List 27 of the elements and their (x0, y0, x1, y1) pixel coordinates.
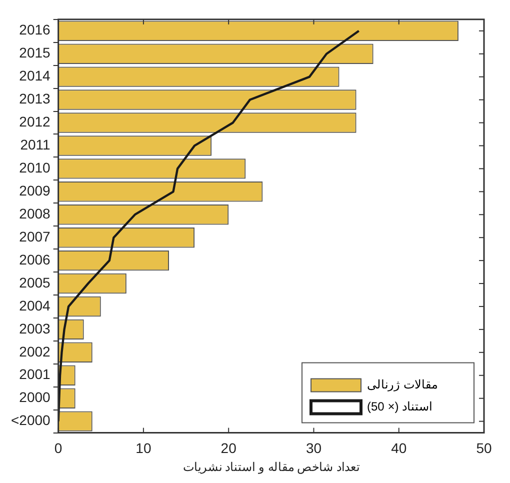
x-tick-label: 40 (391, 440, 407, 456)
y-tick-label: 2009 (19, 182, 51, 199)
y-tick-label: 2000 (19, 389, 51, 406)
y-tick-label: 2016 (19, 22, 51, 38)
legend-label: استناد (× 50) (366, 400, 459, 414)
x-axis-title: تعداد شاخص مقاله و استناد نشریات (182, 460, 360, 474)
x-tick-label: 20 (220, 440, 237, 456)
y-tick-label: 2007 (19, 228, 51, 244)
y-tick-label: 2011 (20, 136, 51, 153)
y-tick-label: 2015 (19, 44, 51, 61)
x-tick-label: 30 (306, 440, 322, 456)
x-tick-label: 0 (54, 440, 62, 456)
legend-label: مقالات ژرنالی (366, 378, 464, 392)
y-tick-label: 2013 (19, 90, 51, 107)
y-tick-label: 2004 (19, 297, 51, 314)
y-tick-label: 2012 (19, 114, 51, 130)
y-tick-label: 2001 (19, 366, 51, 382)
y-tick-label: 2010 (19, 160, 51, 176)
y-tick-label: 2006 (19, 251, 51, 268)
y-tick-label: 2014 (19, 68, 51, 84)
x-tick-label: 10 (136, 440, 152, 456)
x-tick-label: 50 (476, 440, 492, 456)
y-tick-label: 2003 (19, 320, 51, 336)
y-tick-label: 2002 (19, 343, 51, 360)
y-tick-label: <2000 (10, 412, 51, 428)
y-tick-label: 2005 (19, 274, 51, 290)
y-tick-label: 2008 (19, 205, 51, 222)
